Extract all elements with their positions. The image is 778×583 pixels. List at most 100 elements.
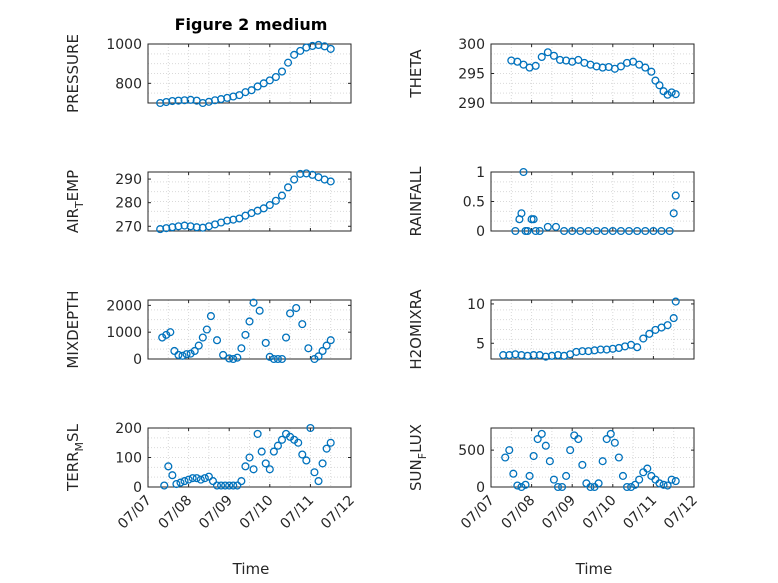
y-tick-label: 0.5 xyxy=(463,195,485,211)
y-axis-label-air_temp: AIRTEMP xyxy=(64,170,86,233)
panel-air_temp: 270 280 290 AIRTEMP xyxy=(64,169,352,235)
y-tick-label: 290 xyxy=(115,172,142,188)
data-point xyxy=(178,351,187,360)
axes-frame xyxy=(147,43,352,104)
data-point xyxy=(326,177,335,186)
data-point xyxy=(596,345,605,354)
data-point xyxy=(290,175,299,184)
data-point xyxy=(265,76,274,85)
data-point xyxy=(296,169,305,178)
data-point xyxy=(635,475,644,484)
data-point xyxy=(310,354,319,364)
data-point xyxy=(281,333,291,342)
data-point xyxy=(188,474,197,483)
data-point xyxy=(292,303,301,313)
data-point xyxy=(537,52,546,62)
data-point xyxy=(221,481,230,490)
data-point xyxy=(192,474,201,483)
data-point xyxy=(517,209,526,218)
x-tick-label: 07/12 xyxy=(318,493,358,533)
y-axis-label-tail: EMP xyxy=(64,170,82,201)
data-point xyxy=(568,226,577,236)
y-axis-label-sub: M xyxy=(73,442,86,452)
figure-title: Figure 2 medium xyxy=(175,15,328,34)
data-point xyxy=(304,344,313,353)
data-point xyxy=(627,482,636,492)
data-point xyxy=(616,226,625,236)
data-point xyxy=(531,61,540,70)
data-point xyxy=(257,447,266,456)
panel-sun_flux: 0 500 SUNFLUX 07/07 07/08 07/09 07/10 07/11 07/1… xyxy=(407,424,701,532)
data-point xyxy=(245,317,254,326)
data-point xyxy=(639,468,648,477)
data-point xyxy=(249,465,258,474)
data-point xyxy=(655,479,664,488)
data-point xyxy=(273,441,282,450)
panel-pressure: 800 1000 PRESSURE xyxy=(64,34,352,113)
y-axis-label-h2omixra: H2OMIXRA xyxy=(407,289,425,370)
data-point xyxy=(237,477,246,486)
axes-frame xyxy=(490,427,695,488)
data-point xyxy=(166,328,175,337)
data-point xyxy=(310,468,319,477)
data-point xyxy=(560,226,569,236)
data-point xyxy=(172,479,181,489)
data-point xyxy=(600,226,609,236)
data-point xyxy=(286,309,295,318)
data-point xyxy=(529,215,538,224)
y-axis-label-sun_flux: SUNFLUX xyxy=(407,424,429,491)
data-point xyxy=(511,226,520,236)
data-point xyxy=(663,481,672,490)
data-point xyxy=(651,76,660,85)
data-point xyxy=(176,478,185,487)
data-point xyxy=(212,481,222,490)
y-axis-label-rainfall: RAINFALL xyxy=(407,166,425,237)
data-point xyxy=(326,438,335,447)
data-point xyxy=(566,446,575,455)
x-tick-label: 07/10 xyxy=(580,493,620,533)
y-tick-label: 280 xyxy=(115,196,142,212)
data-point xyxy=(204,472,213,481)
data-point xyxy=(582,479,591,488)
y-tick-label: 270 xyxy=(115,219,142,235)
data-point xyxy=(509,469,518,478)
data-point xyxy=(633,343,642,352)
data-point xyxy=(241,330,250,339)
data-point xyxy=(537,429,546,438)
data-point xyxy=(271,72,280,82)
data-point xyxy=(576,226,585,236)
axes-frame xyxy=(147,171,352,232)
data-point xyxy=(322,444,331,453)
panel-terr_msl: 0 100 200 TERRMSL 07/07 07/08 07/09 07/10 07/11 0… xyxy=(64,421,358,532)
data-point xyxy=(318,346,327,356)
data-point xyxy=(174,350,183,360)
y-tick-label: 10 xyxy=(467,297,485,313)
data-point xyxy=(206,312,215,321)
y-axis-label-main: RAINFALL xyxy=(407,166,425,237)
x-tick-label: 07/11 xyxy=(620,493,660,533)
panel-h2omixra: 5 10 H2OMIXRA xyxy=(407,289,695,370)
data-point xyxy=(277,191,287,200)
data-point xyxy=(247,86,256,95)
data-point xyxy=(586,482,595,492)
data-point xyxy=(269,447,278,456)
x-tick-label: 07/12 xyxy=(661,493,701,533)
data-point xyxy=(174,96,183,105)
data-point xyxy=(531,226,540,236)
data-point xyxy=(529,351,538,360)
y-tick-label: 500 xyxy=(458,443,485,459)
data-point xyxy=(555,55,565,64)
data-point xyxy=(584,226,593,236)
data-point xyxy=(302,456,311,465)
data-point xyxy=(277,354,287,364)
data-point xyxy=(180,221,189,230)
data-point xyxy=(667,88,676,97)
data-point xyxy=(624,226,634,236)
data-point xyxy=(202,325,211,334)
y-axis-label-tail: LUX xyxy=(407,424,425,453)
data-point xyxy=(557,482,567,492)
data-point xyxy=(180,477,189,486)
data-point xyxy=(198,333,207,342)
data-point xyxy=(174,222,183,231)
data-point xyxy=(549,475,558,484)
